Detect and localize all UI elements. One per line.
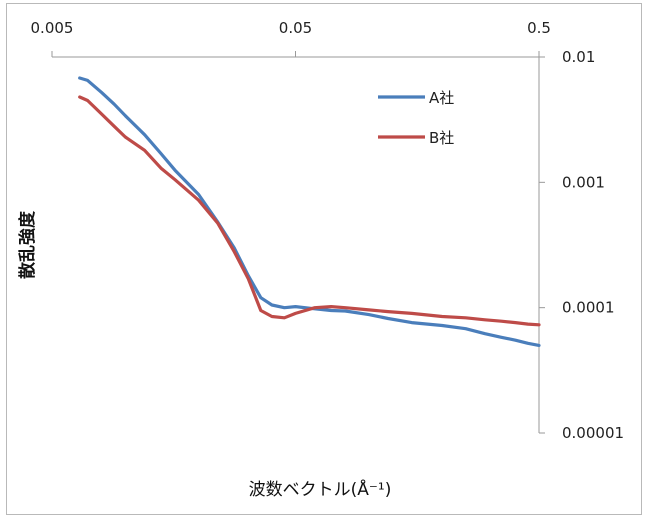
legend-label: B社 [429, 129, 454, 147]
y-tick-label: 0.0001 [562, 299, 615, 317]
series-line-a [78, 76, 541, 347]
legend-label: A社 [429, 89, 454, 107]
y-axis-title: 散乱強度 [17, 210, 38, 279]
y-tick-label: 0.01 [562, 48, 595, 66]
y-tick-label: 0.00001 [562, 424, 624, 442]
x-tick-label: 0.005 [31, 19, 74, 37]
x-axis-title: 波数ベクトル(Å⁻¹) [249, 478, 392, 500]
x-tick-label: 0.5 [527, 19, 551, 37]
y-tick-label: 0.001 [562, 173, 605, 191]
chart-frame [6, 3, 642, 515]
x-tick-label: 0.05 [279, 19, 312, 37]
series-line-b [78, 95, 541, 327]
